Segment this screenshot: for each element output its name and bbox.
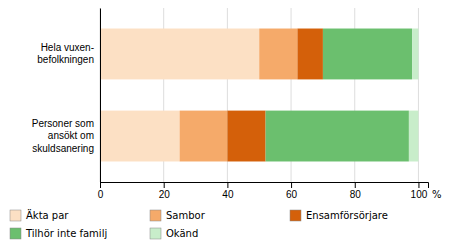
x-tick-label: 40 <box>222 189 234 200</box>
x-tick-label: 20 <box>159 189 171 200</box>
x-tick-label: 0 <box>98 189 104 200</box>
y-axis-line <box>100 9 101 183</box>
bars <box>100 29 418 162</box>
legend-swatch <box>150 228 161 239</box>
legend-item: Tilhör inte familj <box>10 228 107 239</box>
y-tick: Hela vuxen-befolkningen <box>37 42 94 65</box>
legend-swatch <box>10 210 21 221</box>
series <box>266 29 412 162</box>
y-tick-label-line: skuldsanering <box>32 143 94 154</box>
legend-item: Ensamförsörjare <box>290 210 388 221</box>
x-tick-mark <box>227 182 228 188</box>
x-tick-mark <box>291 182 292 188</box>
bar <box>100 29 259 80</box>
y-tick-label-line: Personer som <box>32 118 94 129</box>
x-tick: 60 <box>286 182 298 200</box>
bar <box>323 29 412 80</box>
legend-item: Okänd <box>150 228 198 239</box>
x-tick: 0 <box>98 182 104 200</box>
x-tick-mark <box>355 182 356 188</box>
y-tick-label-line: befolkningen <box>37 54 94 65</box>
legend-item: Sambor <box>150 210 206 221</box>
x-tick: 20 <box>159 182 171 200</box>
legend-label: Ensamförsörjare <box>306 210 388 221</box>
legend-label: Sambor <box>166 210 206 221</box>
y-tick-label: Personer somansökt om skuldsanering <box>32 118 94 154</box>
x-tick-mark <box>100 182 101 188</box>
bar <box>259 29 297 80</box>
x-axis-label: % <box>432 189 442 200</box>
legend-label: Tilhör inte familj <box>25 228 107 239</box>
chart: 0 20 40 60 80 100% Hela vuxen-befolkningen Pers… <box>0 0 454 252</box>
grid <box>100 8 418 182</box>
x-tick: 100 <box>411 182 428 200</box>
x-axis: 0 20 40 60 80 100 <box>98 182 429 200</box>
x-tick-mark <box>164 182 165 188</box>
grid-line <box>100 8 101 182</box>
x-tick: 80 <box>350 182 362 200</box>
bar <box>409 111 419 162</box>
bar <box>412 29 418 80</box>
legend-label: Okänd <box>166 228 198 239</box>
legend: Äkta par Sambor Ensamförsörjare Tilhör inte… <box>10 209 388 239</box>
legend-label: Äkta par <box>26 209 69 221</box>
bar <box>227 111 265 162</box>
legend-item: Äkta par <box>10 209 69 221</box>
legend-swatch <box>290 210 301 221</box>
y-tick-label: Hela vuxen-befolkningen <box>37 42 94 65</box>
y-tick: Personer somansökt om skuldsanering <box>32 118 94 154</box>
x-tick-label: 100 <box>411 189 428 200</box>
y-axis: Hela vuxen-befolkningen Personer somansök… <box>32 9 101 183</box>
x-tick-label: 80 <box>350 189 362 200</box>
bar <box>180 111 228 162</box>
x-tick: 40 <box>222 182 234 200</box>
legend-swatch <box>150 210 161 221</box>
y-tick-label-line: ansökt om <box>48 130 94 141</box>
plot: 0 20 40 60 80 100% Hela vuxen-befolkningen Pers… <box>32 8 442 200</box>
series <box>409 29 419 162</box>
x-tick-label: 60 <box>286 189 298 200</box>
bar <box>297 29 322 80</box>
y-tick-label-line: Hela vuxen- <box>41 42 94 53</box>
x-axis-line <box>101 183 429 189</box>
legend-swatch <box>10 228 21 239</box>
bar <box>100 111 180 162</box>
bar <box>266 111 409 162</box>
x-tick-mark <box>418 182 419 188</box>
